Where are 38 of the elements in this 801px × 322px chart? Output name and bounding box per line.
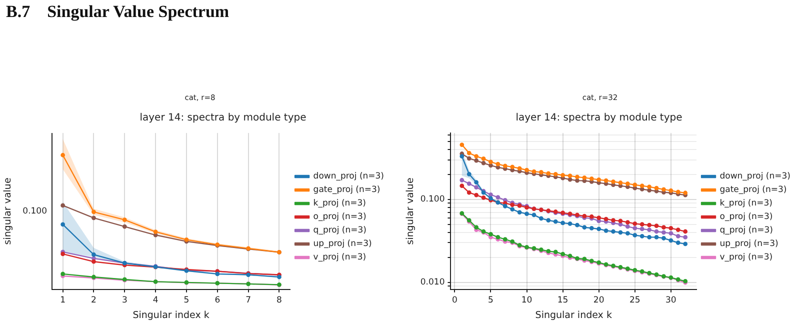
x-tick-label: 15: [557, 296, 568, 306]
x-tick-label: 7: [246, 296, 252, 306]
x-axis-title: Singular index k: [535, 310, 612, 321]
legend-label: v_proj (n=3): [720, 252, 773, 263]
legend-label: gate_proj (n=3): [313, 185, 380, 196]
x-tick-label: 25: [629, 296, 640, 306]
y-axis-title: singular value: [405, 178, 416, 245]
x-tick-label: 5: [488, 296, 494, 306]
legend-label: k_proj (n=3): [313, 198, 366, 209]
x-tick-label: 10: [521, 296, 532, 306]
x-tick-label: 0: [452, 296, 458, 306]
x-axis-title: Singular index k: [132, 310, 210, 321]
x-tick-label: 20: [593, 296, 604, 306]
legend-label: up_proj (n=3): [720, 239, 778, 250]
chart-title: layer 14: spectra by module type: [516, 112, 682, 124]
legend-label: down_proj (n=3): [720, 172, 790, 182]
x-tick-label: 2: [91, 296, 96, 306]
y-tick-label: 0.010: [420, 277, 445, 288]
x-tick-label: 1: [60, 296, 66, 306]
text: 0.100: [22, 206, 47, 216]
x-tick-label: 5: [184, 296, 190, 306]
text: B.7 Singular Value Spectrum: [6, 2, 230, 22]
y-axis-title: singular value: [2, 178, 14, 245]
legend-label: v_proj (n=3): [313, 252, 366, 263]
legend-label: o_proj (n=3): [720, 212, 773, 222]
legend-label: o_proj (n=3): [313, 212, 366, 222]
x-tick-label: 3: [122, 296, 128, 306]
x-tick-label: 6: [214, 296, 220, 306]
legend-label: gate_proj (n=3): [720, 185, 787, 196]
chart-title: layer 14: spectra by module type: [140, 112, 306, 124]
legend-label: q_proj (n=3): [720, 226, 773, 236]
legend-label: up_proj (n=3): [313, 239, 372, 250]
legend-label: down_proj (n=3): [313, 172, 384, 182]
legend-label: k_proj (n=3): [720, 198, 772, 209]
x-tick-label: 30: [666, 296, 676, 306]
x-tick-label: 8: [276, 296, 282, 306]
legend-label: q_proj (n=3): [313, 226, 366, 236]
x-tick-label: 4: [152, 296, 158, 306]
